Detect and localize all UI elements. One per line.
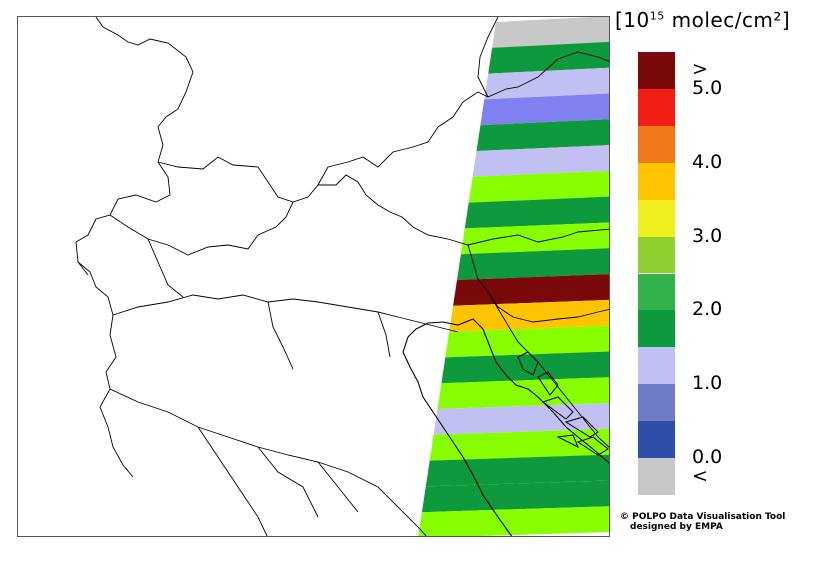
swath-band	[480, 93, 609, 126]
swath-band	[429, 428, 609, 461]
colorbar-tick-label: 0.0	[692, 446, 723, 469]
colorbar	[638, 52, 675, 495]
colorbar-bin	[638, 347, 675, 385]
swath-band	[445, 325, 609, 358]
swath-band	[425, 454, 609, 487]
map-frame	[17, 16, 610, 537]
swath-band	[433, 403, 609, 435]
swath-band	[460, 222, 609, 255]
credit-line2: designed by EMPA	[630, 522, 723, 532]
border-germany	[317, 51, 609, 186]
swath-band	[476, 119, 609, 151]
islands	[517, 351, 609, 456]
colorbar-bin	[638, 125, 675, 163]
border-italy-south	[109, 388, 427, 536]
swath-band	[492, 17, 609, 48]
swath-band	[468, 170, 609, 203]
unit-suffix: molec/cm²]	[664, 8, 791, 32]
border-swiss-south	[109, 201, 294, 256]
unit-label: [1015 molec/cm²]	[615, 8, 790, 32]
border-france-north	[75, 17, 194, 276]
colorbar-bin	[638, 310, 675, 348]
colorbar-bin	[638, 421, 675, 459]
swath-band	[418, 506, 609, 536]
colorbar-bin	[638, 199, 675, 237]
border-switzerland	[157, 156, 609, 246]
colorbar-bin	[638, 236, 675, 274]
colorbar-tick-label: 5.0	[692, 76, 723, 99]
colorbar-bin	[638, 162, 675, 200]
unit-exponent: 15	[649, 9, 665, 23]
colorbar-bin	[638, 52, 675, 89]
credit-line1: © POLPO Data Visualisation Tool	[620, 512, 786, 522]
colorbar-tick-label: 4.0	[692, 150, 723, 173]
map-canvas	[75, 17, 609, 536]
border-slovenia	[467, 244, 609, 323]
border-italy-inner	[147, 238, 391, 370]
colorbar-over-label: >	[692, 58, 708, 81]
credit: © POLPO Data Visualisation Tool designed…	[620, 512, 785, 532]
swath-band	[449, 299, 609, 332]
border-italy-regions	[112, 294, 459, 333]
swath-band	[488, 41, 609, 74]
colorbar-tick-label: 1.0	[692, 372, 723, 395]
swath-band	[421, 480, 609, 513]
colorbar-bin	[638, 273, 675, 311]
satellite-swath	[418, 17, 609, 536]
coastline-adriatic	[407, 318, 609, 464]
border-croatia	[487, 291, 609, 448]
swath-band	[484, 67, 609, 100]
swath-band	[437, 377, 609, 409]
border-italy-center	[197, 426, 359, 536]
colorbar-tick-label: 2.0	[692, 298, 723, 321]
swath-band	[457, 248, 609, 280]
swath-band	[441, 351, 609, 384]
swath-band	[464, 196, 609, 229]
borders	[75, 17, 609, 536]
colorbar-bin	[638, 458, 675, 495]
colorbar-under-label: <	[692, 464, 708, 487]
border-czech	[477, 17, 499, 98]
swath-band	[472, 145, 609, 177]
colorbar-bin	[638, 384, 675, 422]
colorbar-tick-label: 3.0	[692, 224, 723, 247]
border-italy-north	[77, 261, 134, 478]
coastline-west	[402, 336, 513, 536]
unit-prefix: [10	[615, 8, 650, 32]
colorbar-bin	[638, 88, 675, 126]
